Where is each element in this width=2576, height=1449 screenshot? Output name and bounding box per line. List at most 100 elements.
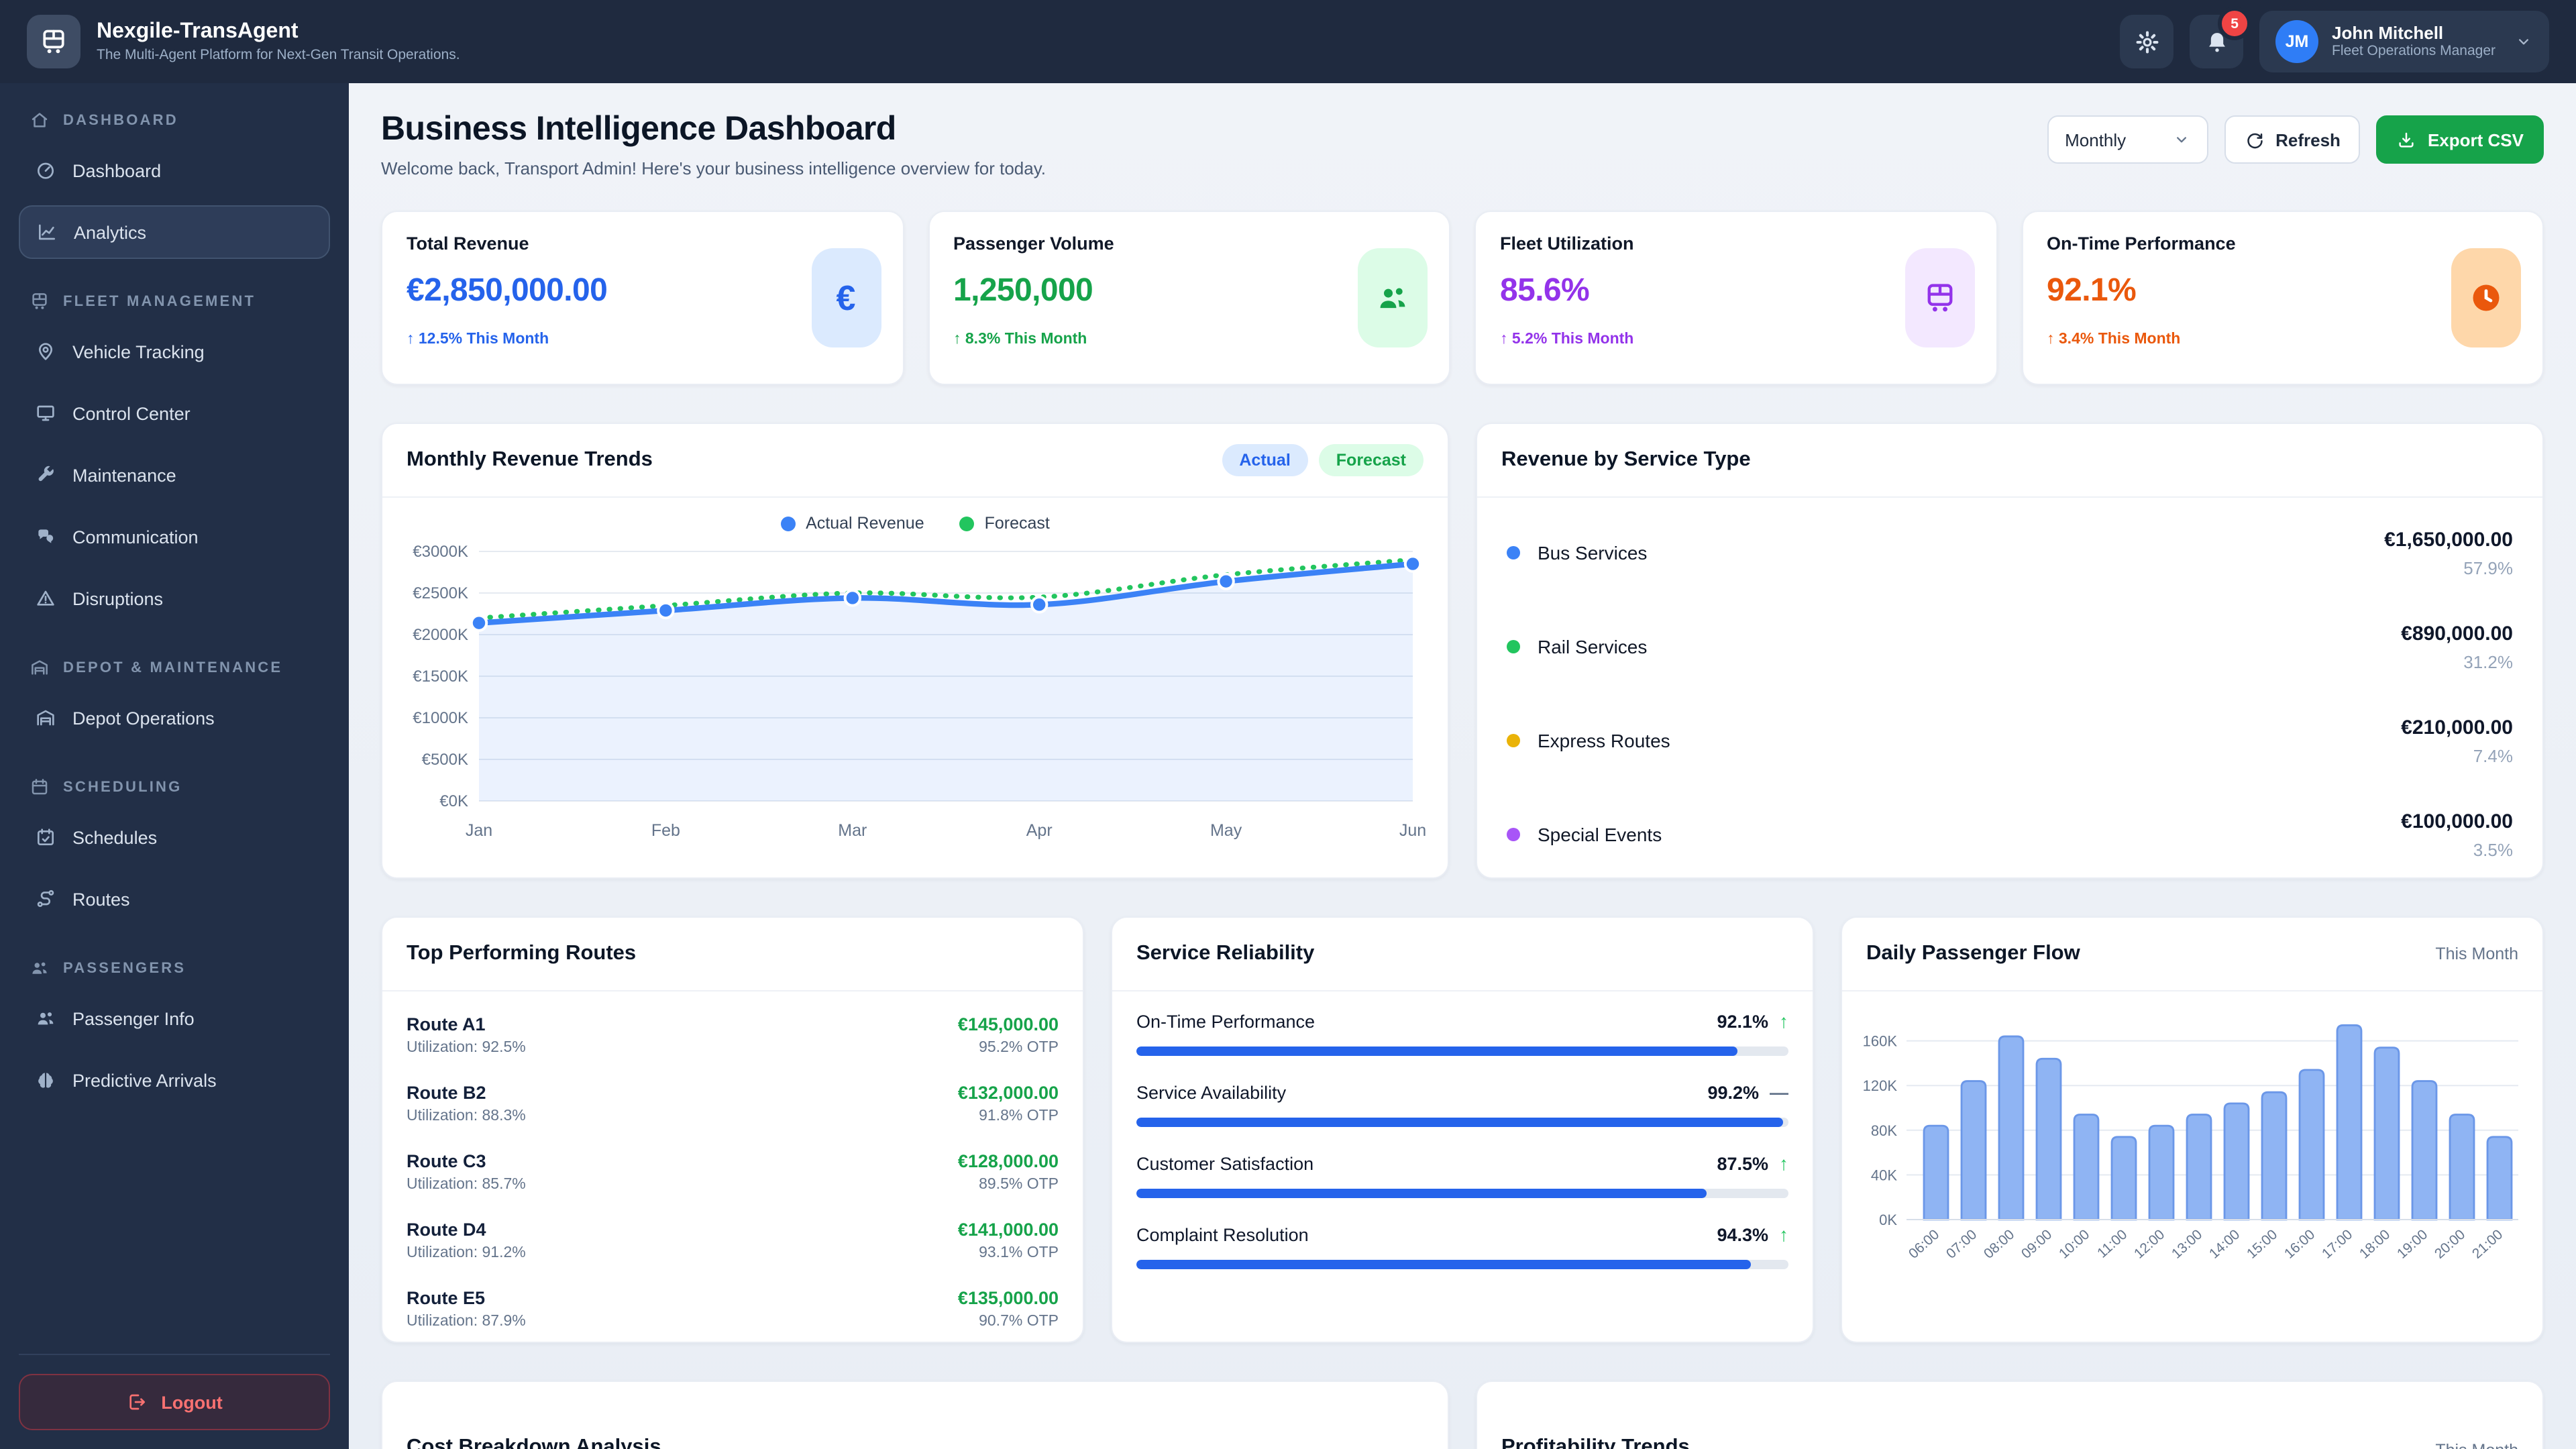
svg-text:16:00: 16:00 [2282, 1227, 2318, 1262]
route-utilization: Utilization: 87.9% [407, 1313, 526, 1330]
route-info: Route E5 Utilization: 87.9% [407, 1288, 526, 1330]
revenue-line-chart: €0K €500K €1000K €1500K €2000K €2500K €3000K Ja… [382, 535, 1448, 864]
sidebar-item-depot-operations[interactable]: Depot Operations [19, 691, 330, 745]
svg-text:€2000K: €2000K [413, 626, 468, 644]
monitor-icon [35, 402, 56, 424]
route-info: Route A1 Utilization: 92.5% [407, 1014, 526, 1056]
gauge-icon [35, 160, 56, 181]
bus-logo-icon [39, 27, 68, 56]
route-row-route-b2: Route B2 Utilization: 88.3% €132,000.00 91.… [407, 1069, 1059, 1138]
svg-text:€1500K: €1500K [413, 667, 468, 686]
sidebar-item-dashboard[interactable]: Dashboard [19, 144, 330, 197]
refresh-button[interactable]: Refresh [2224, 115, 2361, 164]
service-type-row-special-events: Special Events €100,000.00 3.5% [1507, 788, 2513, 877]
refresh-label: Refresh [2275, 129, 2341, 150]
sidebar-item-passenger-info[interactable]: Passenger Info [19, 991, 330, 1045]
sidebar-item-communication[interactable]: Communication [19, 510, 330, 564]
route-amount: €128,000.00 [957, 1151, 1059, 1171]
service-dot [1507, 828, 1520, 841]
profitability-period: This Month [2435, 1441, 2518, 1449]
chat-icon [35, 526, 56, 547]
kpi-label: Total Revenue [407, 233, 529, 254]
service-type-row-rail-services: Rail Services €890,000.00 31.2% [1507, 600, 2513, 694]
route-row-route-d4: Route D4 Utilization: 91.2% €141,000.00 93.… [407, 1206, 1059, 1275]
user-menu[interactable]: JM John Mitchell Fleet Operations Manage… [2259, 11, 2549, 72]
route-amount: €135,000.00 [957, 1288, 1059, 1308]
service-dot [1507, 734, 1520, 747]
page-title: Business Intelligence Dashboard [381, 110, 896, 148]
progress-track [1136, 1118, 1788, 1127]
passenger-flow-period: This Month [2435, 945, 2518, 963]
reliability-row-service-availability: Service Availability 99.2% — [1136, 1081, 1788, 1127]
svg-text:€3000K: €3000K [413, 543, 468, 561]
export-csv-button[interactable]: Export CSV [2376, 115, 2544, 164]
chevron-down-icon [2172, 130, 2191, 149]
svg-text:€1000K: €1000K [413, 709, 468, 727]
toggle-pill-forecast[interactable]: Forecast [1318, 444, 1424, 476]
reliability-value: 94.3% ↑ [1717, 1224, 1788, 1245]
progress-track [1136, 1260, 1788, 1269]
sidebar-item-maintenance[interactable]: Maintenance [19, 448, 330, 502]
sidebar-item-label: Analytics [74, 222, 147, 242]
reliability-label: Complaint Resolution [1136, 1224, 1309, 1244]
avatar: JM [2275, 20, 2319, 63]
service-values: €210,000.00 7.4% [2401, 716, 2513, 765]
svg-text:160K: 160K [1863, 1033, 1898, 1050]
reliability-label: Customer Satisfaction [1136, 1153, 1314, 1173]
sidebar-item-routes[interactable]: Routes [19, 872, 330, 926]
kpi-card-passenger-volume: Passenger Volume 1,250,000 ↑ 8.3% This Mon… [928, 211, 1450, 385]
service-dot [1507, 640, 1520, 653]
brain-icon [35, 1069, 56, 1091]
svg-text:07:00: 07:00 [1943, 1227, 1980, 1262]
reliability-title: Service Reliability [1136, 942, 1315, 965]
sidebar-item-disruptions[interactable]: Disruptions [19, 572, 330, 625]
service-percent: 7.4% [2473, 745, 2513, 765]
route-row-route-c3: Route C3 Utilization: 85.7% €128,000.00 89.… [407, 1138, 1059, 1206]
progress-fill [1136, 1260, 1752, 1269]
user-role: Fleet Operations Manager [2332, 43, 2496, 60]
sidebar-item-vehicle-tracking[interactable]: Vehicle Tracking [19, 325, 330, 378]
service-name: Rail Services [1538, 636, 1648, 657]
sidebar-section-depot-maintenance: DEPOT & MAINTENANCE [19, 657, 330, 678]
profitability-card: Profitability Trends This Month [1476, 1381, 2544, 1449]
sidebar-item-predictive-arrivals[interactable]: Predictive Arrivals [19, 1053, 330, 1107]
sidebar-item-label: Predictive Arrivals [72, 1070, 217, 1090]
sidebar-item-label: Maintenance [72, 465, 176, 485]
trend-flat-icon: — [1770, 1081, 1788, 1103]
refresh-icon [2245, 129, 2265, 150]
kpi-card-on-time-performance: On-Time Performance 92.1% ↑ 3.4% This Mont… [2021, 211, 2544, 385]
kpi-icon-tile: € [811, 248, 881, 347]
service-amount: €100,000.00 [2401, 810, 2513, 833]
profitability-title: Profitability Trends [1501, 1436, 1690, 1449]
toggle-pill-actual[interactable]: Actual [1222, 444, 1308, 476]
period-select[interactable]: Monthly [2047, 115, 2209, 164]
sidebar-item-schedules[interactable]: Schedules [19, 810, 330, 864]
reliability-card: Service Reliability On-Time Performance 9… [1111, 916, 1814, 1343]
settings-button[interactable] [2120, 15, 2174, 68]
gear-icon [2134, 29, 2159, 54]
service-amount: €1,650,000.00 [2384, 528, 2513, 551]
route-name: Route C3 [407, 1151, 486, 1171]
notifications-button[interactable]: 5 [2190, 7, 2252, 68]
service-percent: 31.2% [2463, 651, 2513, 672]
sidebar-item-control-center[interactable]: Control Center [19, 386, 330, 440]
svg-text:May: May [1210, 821, 1242, 840]
reliability-label: On-Time Performance [1136, 1011, 1316, 1031]
route-utilization: Utilization: 88.3% [407, 1108, 526, 1124]
svg-text:14:00: 14:00 [2206, 1227, 2243, 1262]
cost-breakdown-title: Cost Breakdown Analysis [407, 1436, 661, 1449]
svg-text:40K: 40K [1871, 1167, 1897, 1183]
kpi-trend: ↑ 12.5% This Month [407, 331, 549, 347]
kpi-value: 85.6% [1500, 272, 1590, 309]
progress-fill [1136, 1118, 1784, 1127]
passenger-flow-card: Daily Passenger Flow This Month 0K 40K 80K… [1841, 916, 2544, 1343]
sidebar-item-label: Passenger Info [72, 1008, 195, 1028]
progress-track [1136, 1046, 1788, 1056]
logout-button[interactable]: Logout [19, 1374, 330, 1430]
sidebar-item-analytics[interactable]: Analytics [19, 205, 330, 259]
route-info: Route B2 Utilization: 88.3% [407, 1083, 526, 1124]
user-name: John Mitchell [2332, 22, 2444, 43]
service-type-list: Bus Services €1,650,000.00 57.9% Rail Servi… [1477, 498, 2542, 877]
brand: Nexgile-TransAgent The Multi-Agent Platf… [27, 15, 460, 68]
